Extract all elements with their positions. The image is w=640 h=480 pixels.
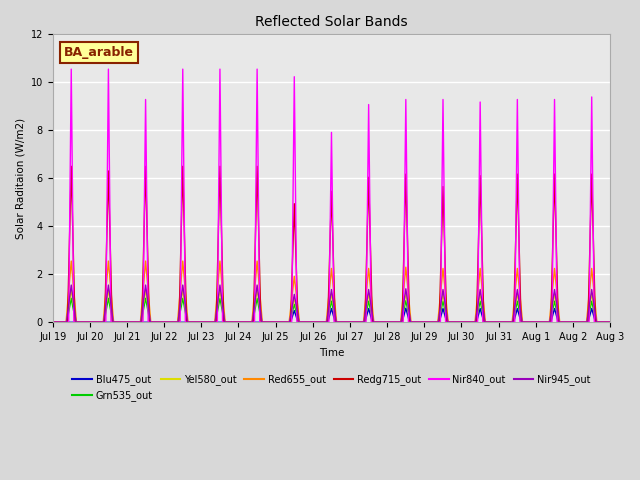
Blu475_out bbox=[262, 319, 270, 325]
Yel580_out bbox=[536, 319, 543, 325]
Nir945_out bbox=[536, 319, 543, 325]
Y-axis label: Solar Raditaion (W/m2): Solar Raditaion (W/m2) bbox=[15, 118, 25, 239]
Redg715_out bbox=[595, 319, 603, 325]
Blu475_out bbox=[606, 319, 614, 325]
Legend: Blu475_out, Grn535_out, Yel580_out, Red655_out, Redg715_out, Nir840_out, Nir945_: Blu475_out, Grn535_out, Yel580_out, Red6… bbox=[68, 370, 595, 405]
Grn535_out bbox=[67, 295, 75, 301]
Redg715_out bbox=[606, 319, 614, 325]
Grn535_out bbox=[606, 319, 614, 325]
Grn535_out bbox=[595, 319, 603, 325]
Redg715_out bbox=[49, 319, 56, 325]
Blu475_out bbox=[49, 319, 56, 325]
Nir840_out bbox=[536, 319, 543, 325]
Blu475_out bbox=[402, 305, 410, 311]
Nir840_out bbox=[67, 66, 75, 72]
Line: Blu475_out: Blu475_out bbox=[52, 308, 610, 322]
Grn535_out bbox=[263, 319, 271, 325]
Line: Redg715_out: Redg715_out bbox=[52, 166, 610, 322]
Red655_out bbox=[606, 319, 614, 325]
Grn535_out bbox=[49, 319, 56, 325]
Nir945_out bbox=[595, 319, 603, 325]
Nir840_out bbox=[263, 319, 271, 325]
Nir945_out bbox=[146, 312, 154, 318]
Red655_out bbox=[113, 319, 120, 325]
Blu475_out bbox=[113, 319, 120, 325]
Nir840_out bbox=[113, 319, 120, 325]
Text: BA_arable: BA_arable bbox=[64, 46, 134, 59]
Blu475_out bbox=[536, 319, 543, 325]
Redg715_out bbox=[67, 163, 75, 169]
Nir945_out bbox=[113, 319, 120, 325]
Blu475_out bbox=[145, 319, 153, 325]
Grn535_out bbox=[536, 319, 543, 325]
X-axis label: Time: Time bbox=[319, 348, 344, 358]
Line: Nir945_out: Nir945_out bbox=[52, 285, 610, 322]
Yel580_out bbox=[67, 287, 75, 293]
Yel580_out bbox=[146, 313, 154, 319]
Nir945_out bbox=[606, 319, 614, 325]
Nir945_out bbox=[263, 319, 271, 325]
Nir840_out bbox=[595, 319, 603, 325]
Line: Red655_out: Red655_out bbox=[52, 261, 610, 322]
Nir840_out bbox=[606, 319, 614, 325]
Red655_out bbox=[536, 319, 543, 325]
Red655_out bbox=[146, 304, 154, 310]
Red655_out bbox=[263, 319, 271, 325]
Redg715_out bbox=[263, 319, 271, 325]
Yel580_out bbox=[263, 319, 271, 325]
Nir840_out bbox=[287, 319, 294, 325]
Line: Nir840_out: Nir840_out bbox=[52, 69, 610, 322]
Blu475_out bbox=[595, 319, 603, 325]
Yel580_out bbox=[606, 319, 614, 325]
Redg715_out bbox=[287, 313, 294, 319]
Red655_out bbox=[595, 319, 603, 325]
Yel580_out bbox=[595, 319, 603, 325]
Yel580_out bbox=[113, 319, 120, 325]
Nir945_out bbox=[49, 319, 56, 325]
Title: Reflected Solar Bands: Reflected Solar Bands bbox=[255, 15, 408, 29]
Line: Grn535_out: Grn535_out bbox=[52, 298, 610, 322]
Blu475_out bbox=[287, 319, 294, 325]
Red655_out bbox=[49, 319, 56, 325]
Grn535_out bbox=[287, 316, 294, 322]
Redg715_out bbox=[536, 319, 543, 325]
Red655_out bbox=[287, 305, 294, 311]
Redg715_out bbox=[113, 319, 120, 325]
Grn535_out bbox=[113, 319, 120, 325]
Red655_out bbox=[67, 258, 75, 264]
Nir945_out bbox=[67, 282, 75, 288]
Yel580_out bbox=[49, 319, 56, 325]
Grn535_out bbox=[146, 316, 154, 322]
Nir840_out bbox=[49, 319, 56, 325]
Nir945_out bbox=[287, 312, 294, 318]
Line: Yel580_out: Yel580_out bbox=[52, 290, 610, 322]
Nir840_out bbox=[146, 319, 154, 325]
Redg715_out bbox=[146, 319, 154, 325]
Yel580_out bbox=[287, 313, 294, 319]
